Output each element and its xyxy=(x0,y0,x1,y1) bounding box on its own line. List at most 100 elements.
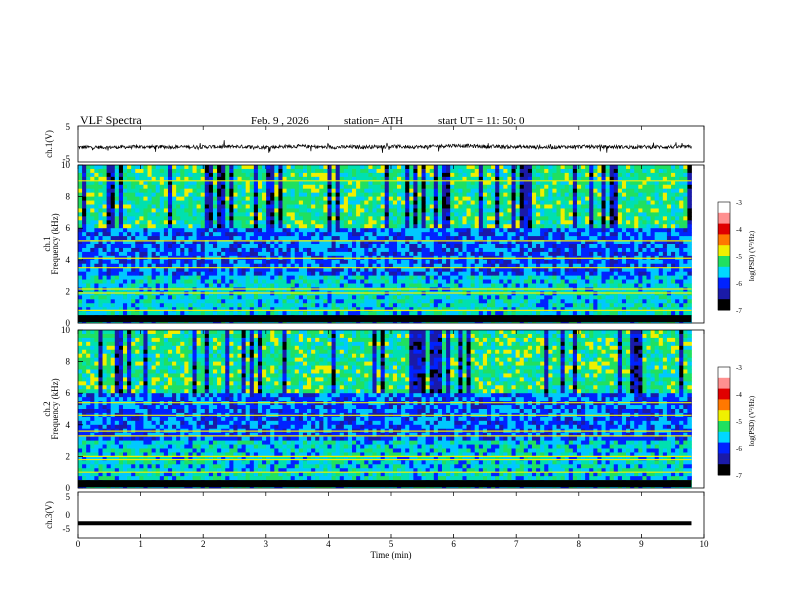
spectrogram-cell xyxy=(360,184,365,190)
spectrogram-cell xyxy=(352,240,357,245)
spectrogram-cell xyxy=(560,247,566,253)
spectrogram-cell xyxy=(122,295,128,300)
spectrogram-cell xyxy=(458,168,463,174)
spectrogram-cell xyxy=(499,299,504,304)
spectrogram-cell xyxy=(127,244,132,249)
spectrogram-cell xyxy=(229,216,234,221)
spectrogram-cell xyxy=(253,224,259,229)
spectrogram-cell xyxy=(257,307,263,312)
spectrogram-cell xyxy=(143,232,148,237)
spectrogram-cell xyxy=(527,220,533,225)
spectrogram-cell xyxy=(560,240,566,245)
spectrogram-cell xyxy=(421,176,427,182)
spectrogram-cell xyxy=(147,267,153,273)
spectrogram-cell xyxy=(368,188,373,194)
spectrogram-cell xyxy=(548,283,553,288)
spectrogram-cell xyxy=(462,271,467,276)
spectrogram-cell xyxy=(163,295,169,300)
spectrogram-cell xyxy=(298,267,304,273)
spectrogram-cell xyxy=(241,224,247,229)
spectrogram-cell xyxy=(102,283,108,288)
spectrogram-cell xyxy=(401,236,406,241)
spectrogram-cell xyxy=(188,279,193,284)
spectrogram-cell xyxy=(495,208,500,213)
spectrogram-cell xyxy=(294,311,300,316)
spectrogram-cell xyxy=(274,303,279,308)
spectrogram-cell xyxy=(556,165,561,170)
spectrogram-cell xyxy=(503,240,508,245)
spectrogram-cell xyxy=(114,204,120,209)
spectrogram-cell xyxy=(278,180,283,186)
spectrogram-cell xyxy=(225,220,230,225)
spectrogram-cell xyxy=(544,236,549,241)
spectrogram-cell xyxy=(253,204,259,209)
spectrogram-cell xyxy=(122,244,128,249)
spectrogram-cell xyxy=(184,251,189,257)
spectrogram-cell xyxy=(433,224,439,229)
spectrogram-cell xyxy=(298,172,304,178)
spectrogram-cell xyxy=(576,228,582,233)
spectrogram-cell xyxy=(462,216,467,221)
spectrogram-cell xyxy=(401,251,406,257)
spectrogram-cell xyxy=(151,188,157,194)
spectrogram-cell xyxy=(311,247,316,253)
spectrogram-cell xyxy=(347,259,353,265)
spectrogram-cell xyxy=(523,295,529,300)
spectrogram-cell xyxy=(245,311,251,316)
spectrogram-cell xyxy=(323,180,328,186)
spectrogram-cell xyxy=(397,247,402,253)
spectrogram-cell xyxy=(241,172,247,178)
spectrogram-cell xyxy=(356,168,361,174)
spectrogram-cell xyxy=(184,263,189,269)
spectrogram-cell xyxy=(478,228,484,233)
spectrogram-cell xyxy=(339,303,345,308)
spectrogram-cell xyxy=(368,232,373,237)
spectrogram-cell xyxy=(302,232,308,237)
spectrogram-cell xyxy=(188,180,193,186)
spectrogram-cell xyxy=(98,232,103,237)
spectrogram-cell xyxy=(380,295,386,300)
spectrogram-cell xyxy=(163,204,169,209)
spectrogram-cell xyxy=(372,275,377,280)
spectrogram-cell xyxy=(114,172,120,178)
spectrogram-cell xyxy=(364,251,369,257)
spectrogram-cell xyxy=(401,188,406,194)
spectrogram-cell xyxy=(368,216,373,221)
spectrogram-cell xyxy=(499,259,504,265)
spectrogram-cell xyxy=(172,279,177,284)
spectrogram-cell xyxy=(425,267,431,273)
spectrogram-cell xyxy=(204,188,210,194)
spectrogram-cell xyxy=(94,240,99,245)
spectrogram-cell xyxy=(462,200,467,205)
spectrogram-cell xyxy=(507,303,512,308)
spectrogram-cell xyxy=(552,212,557,217)
spectrogram-cell xyxy=(499,176,504,182)
spectrogram-cell xyxy=(356,232,361,237)
spectrogram-cell xyxy=(208,168,214,174)
spectrogram-cell xyxy=(515,263,521,269)
spectrogram-cell xyxy=(315,180,320,186)
spectrogram-cell xyxy=(307,180,312,186)
spectrogram-cell xyxy=(135,208,140,213)
spectrogram-cell xyxy=(364,267,369,273)
spectrogram-cell xyxy=(82,251,87,257)
spectrogram-cell xyxy=(163,228,169,233)
spectrogram-cell xyxy=(511,180,517,186)
spectrogram-cell xyxy=(446,232,451,237)
spectrogram-cell xyxy=(519,295,525,300)
spectrogram-cell xyxy=(110,176,116,182)
spectrogram-cell xyxy=(221,208,226,213)
spectrogram-cell xyxy=(82,267,87,273)
spectrogram-cell xyxy=(409,283,414,288)
spectrogram-cell xyxy=(462,263,467,269)
spectrogram-cell xyxy=(311,212,316,217)
spectrogram-cell xyxy=(495,184,500,190)
spectrogram-cell xyxy=(495,303,500,308)
spectrogram-cell xyxy=(511,307,517,312)
spectrogram-cell xyxy=(458,236,463,241)
spectrogram-cell xyxy=(466,236,472,241)
spectrogram-cell xyxy=(482,311,488,316)
spectrogram-cell xyxy=(482,216,488,221)
spectrogram-cell xyxy=(208,208,214,213)
spectrogram-cell xyxy=(556,279,561,284)
